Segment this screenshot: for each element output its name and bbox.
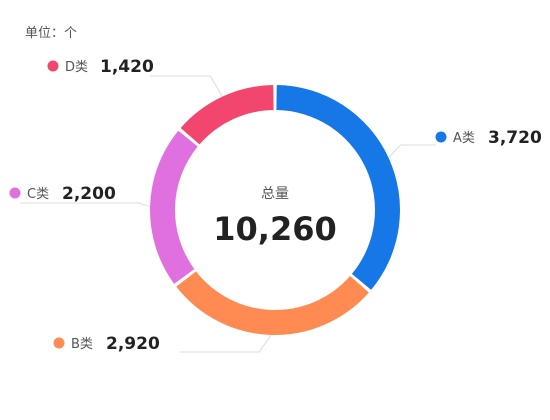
legend-name-4: D类 <box>65 60 88 75</box>
legend-name-2: B类 <box>71 337 93 352</box>
legend-dot-2 <box>53 337 65 349</box>
leader-line-3 <box>20 202 151 208</box>
legend-value-4: 1,420 <box>100 57 154 77</box>
unit-label: 单位：个 <box>25 26 78 41</box>
legend-value-1: 3,720 <box>488 128 542 148</box>
legend-dot-3 <box>9 187 21 199</box>
slices-layer <box>149 85 401 336</box>
slice-3[interactable] <box>149 130 198 284</box>
legend-value-3: 2,200 <box>62 184 116 204</box>
legend-dot-1 <box>435 131 447 143</box>
legend-name-1: A类 <box>453 131 475 146</box>
leader-line-4 <box>150 75 223 97</box>
slice-1[interactable] <box>276 85 401 290</box>
center-caption: 总量 <box>261 186 289 202</box>
center-total: 10,260 <box>213 210 336 248</box>
legend-dot-4 <box>47 60 59 72</box>
leader-line-2 <box>180 334 272 353</box>
leader-line-1 <box>388 144 436 159</box>
slice-2[interactable] <box>176 271 369 336</box>
legend-name-3: C类 <box>27 187 49 202</box>
slice-4[interactable] <box>180 85 274 145</box>
legend-value-2: 2,920 <box>106 334 160 354</box>
leader-lines-layer <box>20 75 436 353</box>
legend-layer: A类 3,720 B类 2,920 C类 2,200 D类 1,420 <box>9 57 542 354</box>
